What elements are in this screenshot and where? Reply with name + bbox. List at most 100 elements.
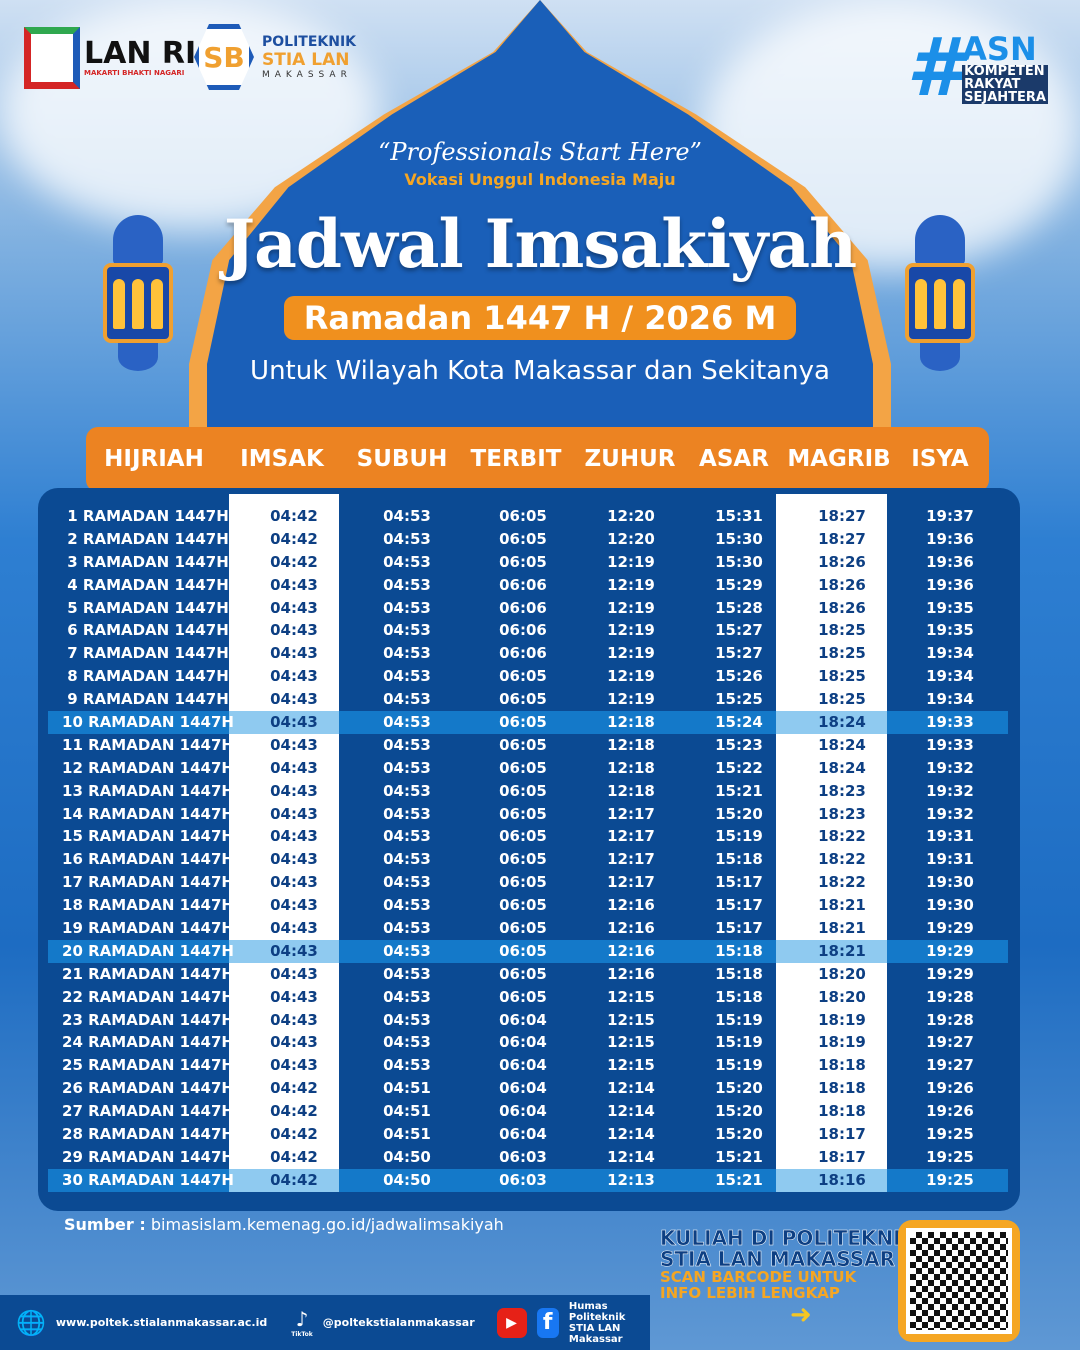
facebook-icon[interactable]: f xyxy=(536,1307,559,1338)
cell-imsak: 04:43 xyxy=(270,598,318,617)
cell-isya: 19:31 xyxy=(926,827,974,846)
lan-ri-mark-icon xyxy=(24,27,80,89)
cell-subuh: 04:53 xyxy=(383,873,431,892)
cell-subuh: 04:53 xyxy=(383,690,431,709)
cell-hijriah: 9 RAMADAN 1447H xyxy=(67,690,229,709)
cell-asar: 15:19 xyxy=(715,1010,763,1029)
cta-block: KULIAH DI POLITEKNIK STIA LAN MAKASSAR S… xyxy=(660,1227,917,1329)
cell-magrib: 18:25 xyxy=(818,667,866,686)
cell-imsak: 04:42 xyxy=(270,1079,318,1098)
cell-asar: 15:27 xyxy=(715,621,763,640)
cell-subuh: 04:53 xyxy=(383,621,431,640)
cell-zuhur: 12:19 xyxy=(607,667,655,686)
cell-terbit: 06:05 xyxy=(499,667,547,686)
cell-isya: 19:25 xyxy=(926,1147,974,1166)
cell-hijriah: 11 RAMADAN 1447H xyxy=(62,735,234,754)
cell-isya: 19:29 xyxy=(926,919,974,938)
cell-asar: 15:30 xyxy=(715,529,763,548)
social-handle[interactable]: @poltekstialanmakassar xyxy=(322,1316,475,1329)
cell-isya: 19:26 xyxy=(926,1079,974,1098)
cell-asar: 15:17 xyxy=(715,896,763,915)
table-row: 29 RAMADAN 1447H 04:42 04:50 06:03 12:14 15:2… xyxy=(48,1146,1008,1169)
cell-subuh: 04:53 xyxy=(383,987,431,1006)
cell-magrib: 18:21 xyxy=(818,896,866,915)
cell-imsak: 04:43 xyxy=(270,941,318,960)
col-asar: ASAR xyxy=(699,446,769,472)
cell-zuhur: 12:15 xyxy=(607,1033,655,1052)
cell-magrib: 18:26 xyxy=(818,552,866,571)
cell-hijriah: 6 RAMADAN 1447H xyxy=(67,621,229,640)
cell-zuhur: 12:17 xyxy=(607,850,655,869)
cell-terbit: 06:05 xyxy=(499,964,547,983)
table-row: 17 RAMADAN 1447H 04:43 04:53 06:05 12:17 15:1… xyxy=(48,871,1008,894)
cell-subuh: 04:53 xyxy=(383,964,431,983)
cell-magrib: 18:24 xyxy=(818,735,866,754)
website-link[interactable]: www.poltek.stialanmakassar.ac.id xyxy=(55,1316,268,1329)
cell-hijriah: 2 RAMADAN 1447H xyxy=(67,529,229,548)
cell-asar: 15:25 xyxy=(715,690,763,709)
cell-imsak: 04:43 xyxy=(270,644,318,663)
cell-terbit: 06:03 xyxy=(499,1147,547,1166)
table-row: 11 RAMADAN 1447H 04:43 04:53 06:05 12:18 15:2… xyxy=(48,734,1008,757)
cell-zuhur: 12:14 xyxy=(607,1079,655,1098)
tagline: “Professionals Start Here” xyxy=(378,138,702,166)
cell-imsak: 04:43 xyxy=(270,1010,318,1029)
cell-zuhur: 12:18 xyxy=(607,735,655,754)
cell-hijriah: 30 RAMADAN 1447H xyxy=(62,1170,234,1189)
cell-subuh: 04:51 xyxy=(383,1102,431,1121)
cell-zuhur: 12:19 xyxy=(607,575,655,594)
cell-magrib: 18:27 xyxy=(818,529,866,548)
cell-zuhur: 12:18 xyxy=(607,781,655,800)
cell-magrib: 18:16 xyxy=(818,1170,866,1189)
humas-line2: STIA LAN Makassar xyxy=(568,1322,623,1345)
cell-zuhur: 12:16 xyxy=(607,919,655,938)
cell-hijriah: 27 RAMADAN 1447H xyxy=(62,1102,234,1121)
cell-zuhur: 12:20 xyxy=(607,529,655,548)
cell-imsak: 04:43 xyxy=(270,667,318,686)
cell-hijriah: 7 RAMADAN 1447H xyxy=(67,644,229,663)
cell-asar: 15:20 xyxy=(715,1079,763,1098)
cell-zuhur: 12:15 xyxy=(607,987,655,1006)
cell-imsak: 04:42 xyxy=(270,1170,318,1189)
cell-magrib: 18:18 xyxy=(818,1056,866,1075)
cell-asar: 15:21 xyxy=(715,1147,763,1166)
table-row: 1 RAMADAN 1447H 04:42 04:53 06:05 12:20 15:31… xyxy=(48,505,1008,528)
cell-hijriah: 29 RAMADAN 1447H xyxy=(62,1147,234,1166)
cell-asar: 15:31 xyxy=(715,507,763,525)
cell-terbit: 06:04 xyxy=(499,1102,547,1121)
cell-asar: 15:19 xyxy=(715,1033,763,1052)
cell-magrib: 18:20 xyxy=(818,987,866,1006)
cell-magrib: 18:25 xyxy=(818,644,866,663)
youtube-icon[interactable]: ▶ xyxy=(496,1307,527,1338)
cell-imsak: 04:43 xyxy=(270,575,318,594)
asn-word: ASN xyxy=(962,29,1037,68)
cell-subuh: 04:51 xyxy=(383,1125,431,1144)
cell-isya: 19:27 xyxy=(926,1056,974,1075)
cell-hijriah: 10 RAMADAN 1447H xyxy=(62,713,234,732)
table-row: 4 RAMADAN 1447H 04:43 04:53 06:06 12:19 15:29… xyxy=(48,574,1008,597)
cell-zuhur: 12:16 xyxy=(607,896,655,915)
cell-subuh: 04:53 xyxy=(383,758,431,777)
lantern-left-icon xyxy=(98,215,178,385)
col-imsak: IMSAK xyxy=(240,446,324,472)
source-url[interactable]: bimasislam.kemenag.go.id/jadwalimsakiyah xyxy=(150,1215,504,1234)
cell-isya: 19:36 xyxy=(926,552,974,571)
cell-isya: 19:34 xyxy=(926,667,974,686)
cell-terbit: 06:05 xyxy=(499,735,547,754)
cell-subuh: 04:50 xyxy=(383,1170,431,1189)
table-row: 13 RAMADAN 1447H 04:43 04:53 06:05 12:18 15:2… xyxy=(48,780,1008,803)
cell-magrib: 18:17 xyxy=(818,1147,866,1166)
col-zuhur: ZUHUR xyxy=(584,446,676,472)
cell-terbit: 06:04 xyxy=(499,1079,547,1098)
cell-terbit: 06:05 xyxy=(499,758,547,777)
cell-isya: 19:33 xyxy=(926,713,974,732)
cta-line4: INFO LEBIH LENGKAP xyxy=(660,1283,840,1302)
cell-terbit: 06:05 xyxy=(499,804,547,823)
qr-code[interactable] xyxy=(898,1220,1020,1342)
cell-hijriah: 19 RAMADAN 1447H xyxy=(62,919,234,938)
cta-line3: SCAN BARCODE UNTUK xyxy=(660,1268,857,1286)
cell-subuh: 04:53 xyxy=(383,1033,431,1052)
cell-magrib: 18:19 xyxy=(818,1010,866,1029)
cell-subuh: 04:53 xyxy=(383,667,431,686)
cell-zuhur: 12:17 xyxy=(607,804,655,823)
